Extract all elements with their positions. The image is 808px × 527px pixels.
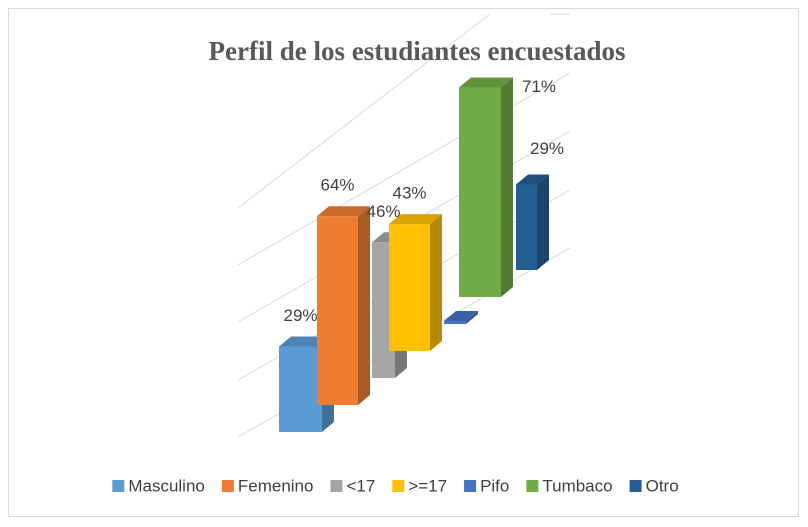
bar-side	[430, 214, 442, 351]
bar-top	[389, 214, 442, 225]
bar	[389, 224, 430, 351]
bar-top	[459, 77, 513, 88]
legend-label: <17	[346, 476, 375, 495]
chart-title: Perfil de los estudiantes encuestados	[209, 36, 626, 66]
legend-label: >=17	[408, 476, 447, 495]
data-label: 71%	[522, 77, 556, 96]
legend-swatch	[112, 480, 125, 492]
bar	[459, 87, 501, 297]
bar	[516, 184, 537, 270]
legend-label: Otro	[646, 476, 679, 495]
legend-label: Femenino	[238, 476, 314, 495]
legend-label: Tumbaco	[542, 476, 612, 495]
data-label: 46%	[366, 202, 400, 221]
bar-top	[444, 311, 478, 322]
legend-swatch	[392, 480, 405, 492]
legend-label: Pifo	[480, 476, 509, 495]
bar-side	[501, 77, 513, 297]
legend-swatch	[221, 480, 234, 492]
bar	[317, 216, 358, 405]
legend-swatch	[526, 480, 539, 492]
legend-label: Masculino	[128, 476, 205, 495]
legend-swatch	[464, 480, 477, 492]
legend-swatch	[330, 480, 343, 492]
data-label: 29%	[530, 139, 564, 158]
bar	[279, 346, 322, 432]
bar-top	[317, 206, 370, 217]
bar-side	[466, 311, 478, 324]
bar	[444, 321, 466, 324]
data-label: 64%	[320, 176, 354, 195]
bar-top	[516, 174, 549, 185]
data-label: 29%	[283, 306, 317, 325]
legend-swatch	[629, 480, 642, 492]
bar-side	[537, 174, 549, 270]
bar-side	[358, 206, 370, 405]
data-label: 43%	[392, 184, 426, 203]
